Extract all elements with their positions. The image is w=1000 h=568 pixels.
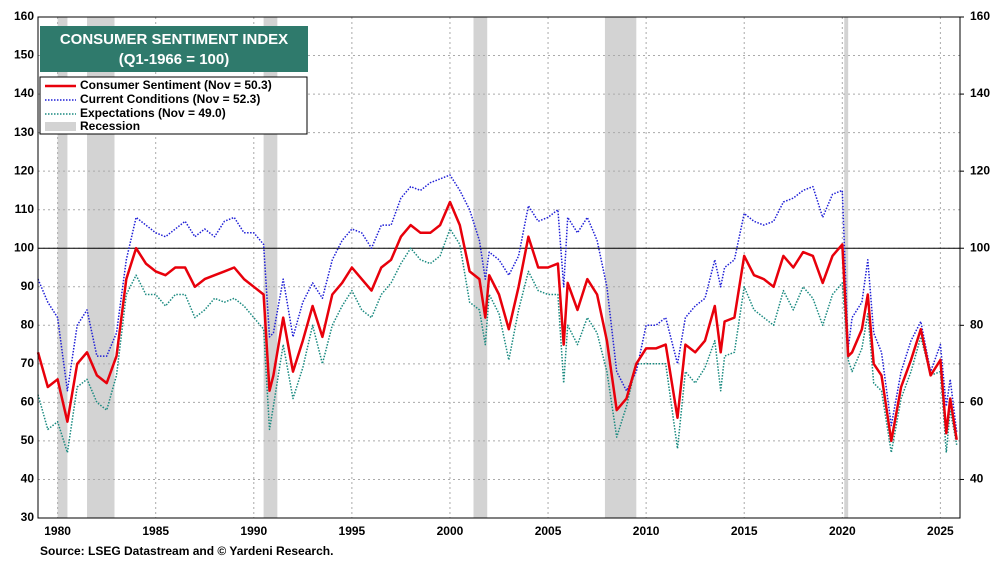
y2-tick-label: 140 <box>970 86 990 100</box>
y2-tick-label: 60 <box>970 395 984 409</box>
x-tick-label: 1995 <box>339 524 366 538</box>
recession-band <box>57 17 68 518</box>
y-tick-label: 50 <box>21 433 35 447</box>
y2-tick-label: 120 <box>970 163 990 177</box>
x-tick-label: 2025 <box>927 524 954 538</box>
y-tick-label: 160 <box>14 9 34 23</box>
y-tick-label: 140 <box>14 86 34 100</box>
series-line <box>37 174 958 433</box>
legend-swatch <box>45 122 76 131</box>
legend-box <box>39 76 308 135</box>
y-tick-label: 70 <box>21 356 35 370</box>
y-tick-label: 80 <box>21 317 35 331</box>
series-line <box>37 228 958 454</box>
legend-label: Recession <box>80 119 140 133</box>
legend-label: Expectations (Nov = 49.0) <box>80 106 226 120</box>
y-tick-label: 110 <box>15 202 35 216</box>
x-tick-label: 2015 <box>731 524 758 538</box>
legend-label: Current Conditions (Nov = 52.3) <box>80 92 260 106</box>
x-tick-label: 2000 <box>437 524 464 538</box>
x-tick-label: 2005 <box>535 524 562 538</box>
y2-tick-label: 40 <box>970 472 984 486</box>
x-tick-label: 1985 <box>142 524 169 538</box>
legend-label: Consumer Sentiment (Nov = 50.3) <box>80 78 272 92</box>
y-tick-label: 40 <box>21 472 35 486</box>
y-tick-label: 30 <box>21 510 35 524</box>
y-tick-label: 90 <box>21 279 35 293</box>
chart-subtitle: (Q1-1966 = 100) <box>119 51 230 68</box>
series-line <box>36 200 958 443</box>
y2-tick-label: 160 <box>970 9 990 23</box>
source-note: Source: LSEG Datastream and © Yardeni Re… <box>40 544 333 558</box>
x-tick-label: 1990 <box>240 524 267 538</box>
x-tick-label: 1980 <box>44 524 71 538</box>
y-tick-label: 130 <box>14 125 34 139</box>
recession-band <box>473 17 488 518</box>
y2-tick-label: 100 <box>970 240 990 254</box>
y-tick-label: 60 <box>21 395 35 409</box>
plot-frame <box>37 16 961 519</box>
y2-tick-label: 80 <box>970 317 984 331</box>
recession-band <box>844 17 849 518</box>
y-tick-label: 100 <box>14 240 34 254</box>
x-tick-label: 2010 <box>633 524 660 538</box>
chart-title: CONSUMER SENTIMENT INDEX <box>60 31 288 48</box>
recession-band <box>604 17 637 518</box>
y-tick-label: 150 <box>14 48 34 62</box>
title-box <box>40 26 308 72</box>
x-tick-label: 2020 <box>829 524 856 538</box>
y-tick-label: 120 <box>14 163 34 177</box>
